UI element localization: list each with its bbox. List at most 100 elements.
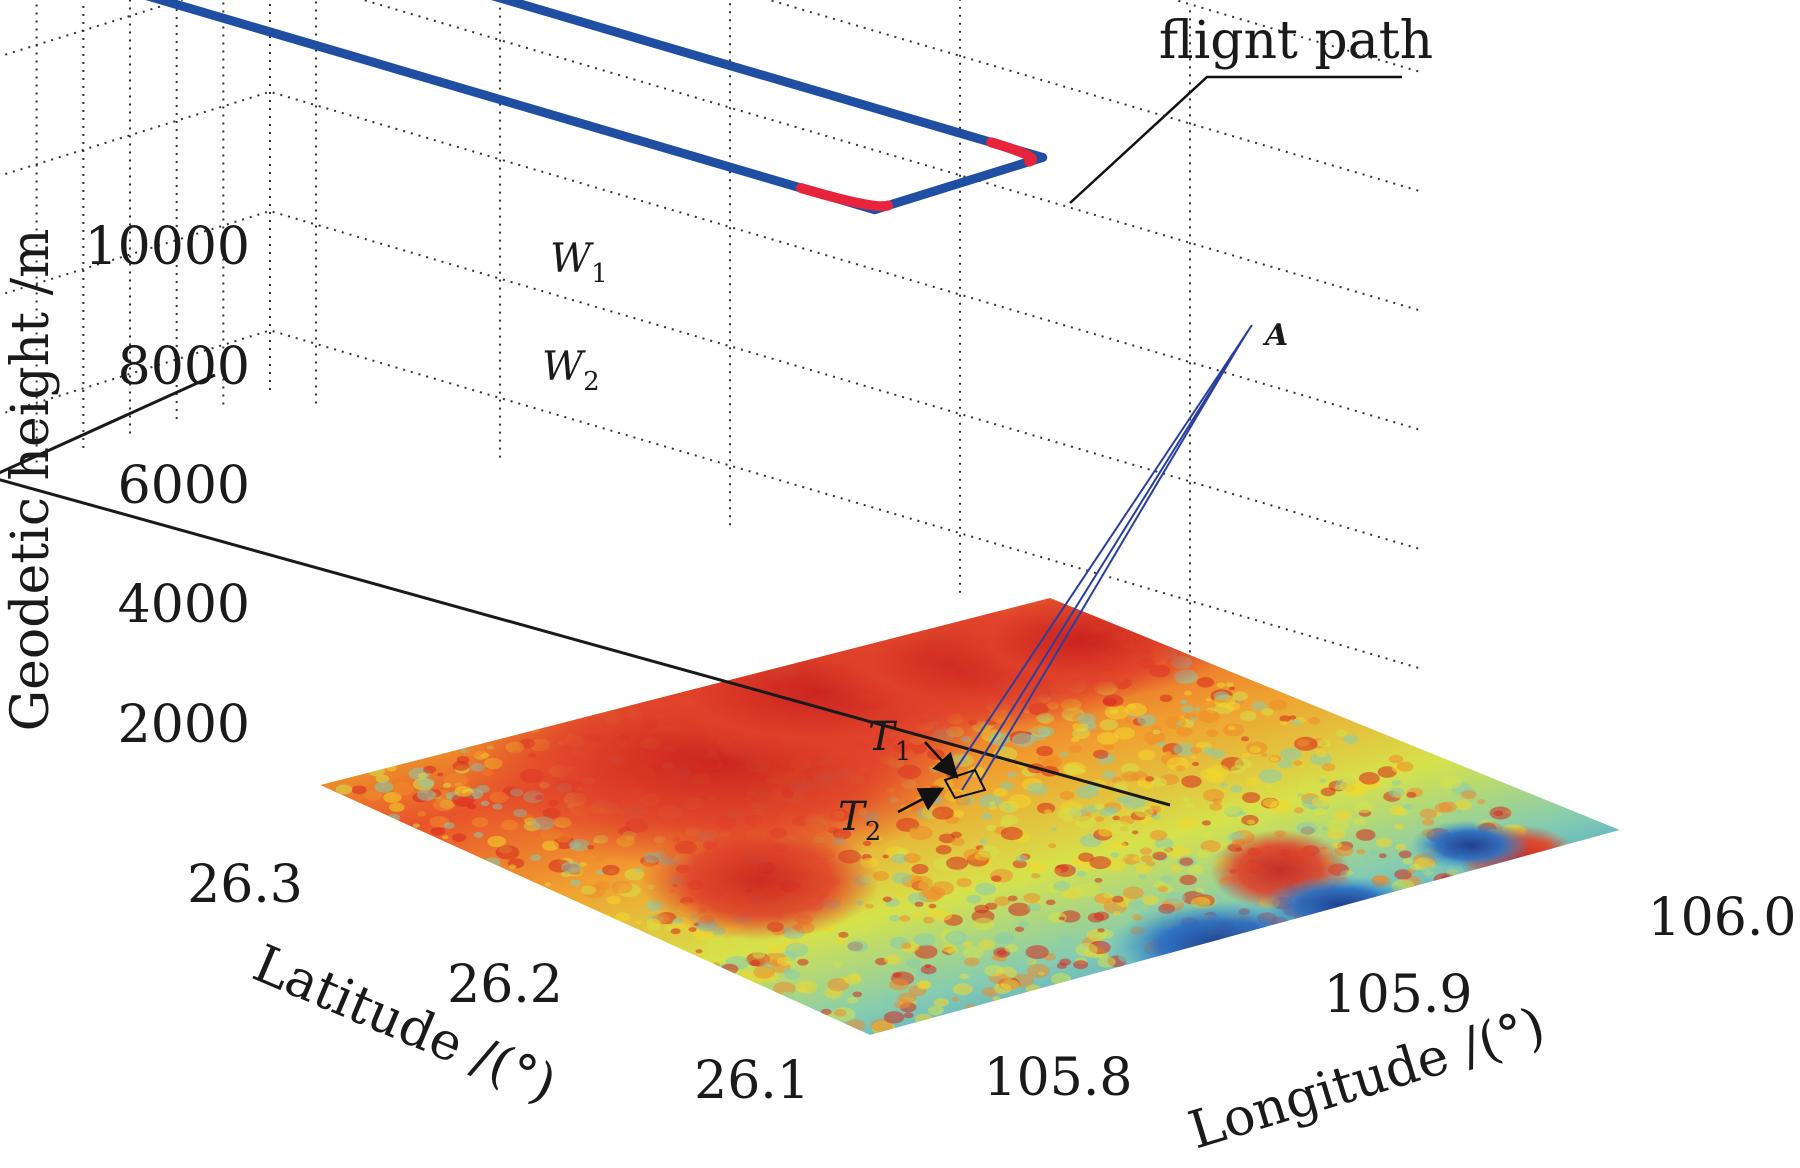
- terrain-speckle: [351, 785, 367, 795]
- z-tick-10000: 10000: [85, 217, 250, 277]
- flight-turn-3: [986, 137, 1037, 167]
- terrain-speckle: [1526, 860, 1533, 865]
- terrain-speckle: [1157, 741, 1166, 747]
- terrain-speckle: [1120, 763, 1140, 775]
- terrain-speckle: [749, 959, 761, 967]
- terrain-speckle: [845, 1019, 866, 1032]
- terrain-speckle: [1534, 854, 1552, 866]
- lat-tick-26-3: 26.3: [187, 855, 303, 915]
- terrain-speckle: [1190, 755, 1197, 759]
- terrain-speckle: [938, 833, 956, 844]
- terrain-speckle: [430, 826, 446, 836]
- terrain-speckle: [1116, 795, 1131, 804]
- waypoint-w1-label: W1: [550, 236, 608, 289]
- terrain-speckle: [1099, 719, 1119, 731]
- sight-line-1: [961, 330, 1249, 791]
- terrain-speckle: [752, 951, 766, 959]
- terrain-speckle: [1075, 805, 1082, 810]
- terrain-speckle: [984, 964, 1004, 977]
- terrain-speckle: [963, 946, 984, 959]
- terrain-speckle: [740, 970, 750, 977]
- terrain-speckle: [952, 810, 965, 818]
- terrain-speckle: [437, 772, 444, 777]
- terrain-speckle: [903, 853, 921, 864]
- terrain-speckle: [1151, 777, 1168, 787]
- terrain-speckle: [1137, 749, 1156, 761]
- terrain-speckle: [1388, 787, 1405, 798]
- terrain-speckle: [1279, 715, 1291, 722]
- terrain-speckle: [999, 781, 1014, 791]
- terrain-speckle: [1078, 852, 1094, 863]
- terrain-speckle: [1073, 960, 1089, 970]
- terrain-speckle: [635, 920, 642, 925]
- terrain-speckle: [1097, 956, 1116, 968]
- terrain-speckle: [979, 838, 988, 844]
- terrain-speckle: [1128, 713, 1135, 718]
- terrain-speckle: [1202, 788, 1225, 802]
- terrain-speckle: [1102, 892, 1113, 899]
- terrain-speckle: [1456, 809, 1463, 814]
- terrain-speckle: [1319, 778, 1327, 783]
- terrain-speckle: [1353, 801, 1374, 814]
- terrain-speckle: [388, 802, 405, 812]
- terrain-speckle: [1296, 787, 1307, 795]
- terrain-speckle: [1378, 853, 1387, 859]
- z-grid-line-2: [0, 90, 1421, 431]
- terrain-speckle: [418, 778, 435, 789]
- terrain-speckle: [1177, 823, 1188, 830]
- terrain-speckle: [990, 875, 1002, 882]
- terrain-speckle: [892, 893, 901, 899]
- terrain-speckle: [1166, 892, 1186, 904]
- terrain-speckle: [1113, 910, 1121, 916]
- terrain-speckle: [1037, 726, 1055, 737]
- terrain-speckle: [1342, 734, 1359, 744]
- z-tick-6000: 6000: [118, 456, 250, 516]
- terrain-speckle: [992, 996, 1001, 1001]
- terrain-speckle: [544, 882, 551, 887]
- flight-turn-2: [796, 183, 894, 212]
- terrain-speckle: [1114, 727, 1136, 740]
- terrain-speckle: [561, 861, 582, 874]
- terrain-speckle: [1293, 760, 1303, 766]
- terrain-speckle: [1358, 772, 1380, 785]
- terrain-speckle: [1406, 791, 1417, 799]
- lat-tick-26-1: 26.1: [694, 1051, 810, 1111]
- terrain-speckle: [705, 937, 729, 952]
- terrain-speckle: [1291, 719, 1302, 726]
- terrain-speckle: [1008, 902, 1031, 917]
- terrain-speckle: [1173, 742, 1195, 756]
- terrain-lowland-1: [1260, 875, 1420, 935]
- terrain-speckle: [870, 1018, 893, 1032]
- terrain-speckle: [835, 936, 848, 944]
- terrain-speckle: [1127, 703, 1136, 710]
- terrain-speckle: [1151, 813, 1161, 820]
- terrain-speckle: [896, 848, 909, 856]
- waypoint-w2-label: W2: [542, 344, 600, 397]
- terrain-speckle: [1097, 928, 1105, 933]
- terrain-speckle: [1419, 808, 1438, 820]
- terrain-speckle: [1094, 877, 1103, 883]
- terrain-speckle: [935, 844, 952, 855]
- terrain-speckle: [1026, 963, 1050, 978]
- terrain-speckle: [1137, 714, 1157, 726]
- terrain-speckle: [1191, 761, 1200, 767]
- terrain-speckle: [1230, 785, 1243, 793]
- terrain-speckle: [1190, 746, 1202, 754]
- terrain-speckle: [996, 949, 1007, 956]
- terrain-speckle: [1104, 705, 1129, 720]
- terrain-speckle: [1184, 690, 1192, 696]
- terrain-speckle: [933, 909, 953, 921]
- terrain-speckle: [1025, 984, 1041, 994]
- terrain-speckle: [1000, 826, 1023, 841]
- terrain-speckle: [1314, 807, 1327, 816]
- terrain-speckle: [1205, 771, 1225, 783]
- terrain-speckle: [1255, 822, 1265, 828]
- terrain-speckle: [1353, 817, 1367, 826]
- terrain-speckle: [1310, 752, 1333, 766]
- lon-tick-105-9: 105.9: [1324, 965, 1473, 1025]
- terrain-speckle: [1394, 823, 1405, 830]
- terrain-speckle: [988, 805, 997, 811]
- terrain-speckle: [1209, 802, 1223, 811]
- terrain-speckle: [944, 930, 968, 945]
- terrain-speckle: [1053, 881, 1071, 892]
